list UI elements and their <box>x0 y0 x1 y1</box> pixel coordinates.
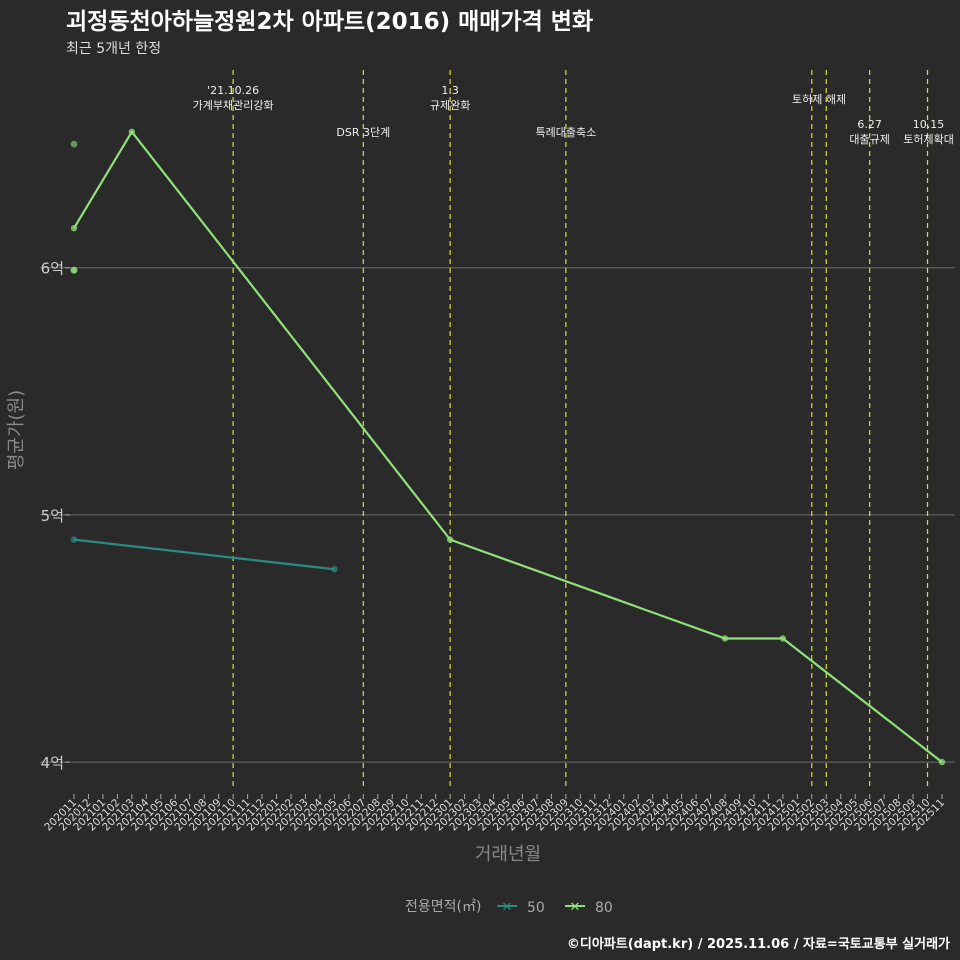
data-point-80 <box>721 635 729 642</box>
event-label: 가계부채관리강화 <box>193 99 274 112</box>
series-line-80 <box>73 129 943 763</box>
event-label: 규제완화 <box>430 99 470 112</box>
data-point-80 <box>128 128 136 135</box>
legend-label-50: 50 <box>527 900 545 916</box>
chart-subtitle: 최근 5개년 한정 <box>66 41 161 57</box>
caption: ©디아파트(dapt.kr) / 2025.11.06 / 자료=국토교통부 실… <box>567 936 950 952</box>
event-label: 1.3 <box>441 84 459 97</box>
y-tick-label: 6억 <box>41 260 64 278</box>
y-tick-label: 5억 <box>41 507 64 525</box>
legend-title: 전용면적(㎡) <box>405 899 481 915</box>
event-label: 대출규제 <box>849 133 889 146</box>
data-point-80 <box>779 635 787 642</box>
legend-marker-icon: ✕ <box>570 900 581 915</box>
data-point-80 <box>70 140 78 148</box>
event-label: 토허제확대 <box>903 133 954 146</box>
data-point-50 <box>70 536 78 543</box>
event-label: DSR 3단계 <box>336 126 390 139</box>
legend-label-80: 80 <box>595 900 613 916</box>
y-axis-label: 평균가(원) <box>6 390 27 470</box>
data-point-50 <box>331 566 338 573</box>
event-label: '21.10.26 <box>207 84 259 97</box>
event-label: 10.15 <box>913 118 945 131</box>
legend: 전용면적(㎡) ✕ 50 ✕ 80 <box>405 899 613 916</box>
event-label: 토허제 해제 <box>792 92 846 106</box>
data-point-80 <box>70 224 78 232</box>
event-label: 6.27 <box>857 118 882 131</box>
data-point-80 <box>938 758 946 766</box>
y-tick-label: 4억 <box>41 754 64 772</box>
chart-title: 괴정동천아하늘정원2차 아파트(2016) 매매가격 변화 <box>66 9 593 35</box>
series-line-50 <box>73 538 335 571</box>
x-axis-label: 거래년월 <box>475 844 541 865</box>
legend-marker-icon: ✕ <box>502 900 513 915</box>
data-point-80 <box>446 536 454 543</box>
event-label: 특례대출축소 <box>535 126 596 139</box>
data-point-80 <box>70 266 78 274</box>
